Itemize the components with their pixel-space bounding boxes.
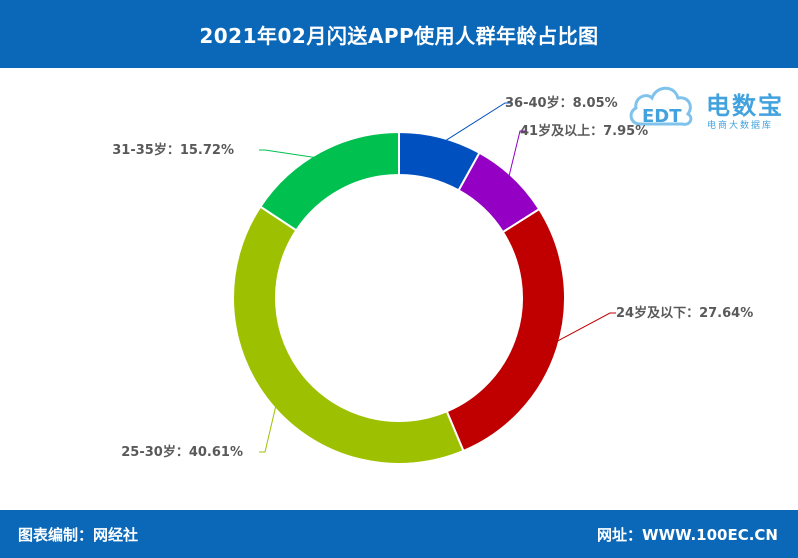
website-text: 网址：WWW.100EC.CN: [597, 526, 778, 544]
slice-label-25-30岁: 25-30岁：40.61%: [121, 444, 243, 460]
leader-line-36-40岁: [438, 102, 511, 146]
slice-label-41岁及以上: 41岁及以上：7.95%: [520, 123, 648, 139]
title-bar: 2021年02月闪送APP使用人群年龄占比图: [0, 0, 798, 68]
logo: EDT: [628, 76, 793, 136]
slice-24岁及以下: [445, 207, 566, 453]
chart-title: 2021年02月闪送APP使用人群年龄占比图: [199, 23, 599, 48]
slice-25-30岁: [232, 205, 465, 465]
source-text: 图表编制：网经社: [18, 526, 139, 544]
leader-line-24岁及以下: [549, 312, 616, 346]
slice-label-31-35岁: 31-35岁：15.72%: [112, 142, 234, 158]
labels: 36-40岁：8.05% 41岁及以上：7.95% 24岁及以下：27.64% 25-…: [112, 95, 753, 460]
donut-chart: 36-40岁：8.05% 41岁及以上：7.95% 24岁及以下：27.64% 25-…: [112, 95, 753, 465]
logo-name: 电数宝: [706, 92, 784, 120]
leader-line-31-35岁: [259, 149, 325, 160]
footer-bar: 图表编制：网经社 网址：WWW.100EC.CN: [0, 510, 798, 558]
slice-31-35岁: [259, 130, 400, 232]
slices: [232, 130, 566, 465]
cloud-icon: EDT: [629, 86, 693, 127]
leader-line-41岁及以上: [506, 130, 526, 184]
logo-subtitle: 电商大数据库: [707, 121, 774, 131]
slice-label-36-40岁: 36-40岁：8.05%: [505, 95, 618, 111]
leader-line-25-30岁: [259, 398, 278, 453]
logo-mark: EDT: [642, 106, 682, 127]
slice-label-24岁及以下: 24岁及以下：27.64%: [616, 305, 753, 321]
